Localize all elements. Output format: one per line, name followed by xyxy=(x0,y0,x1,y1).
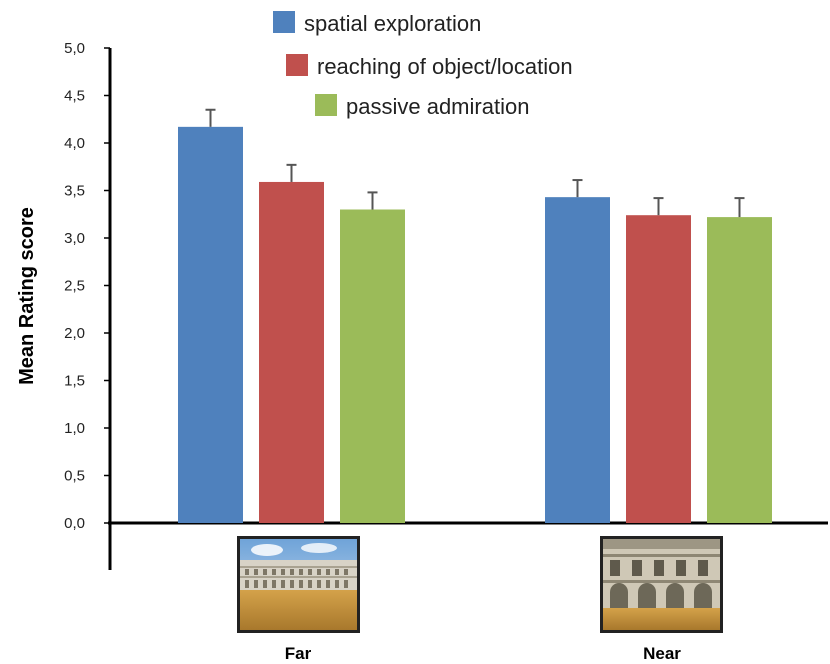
category-label-far: Far xyxy=(285,644,312,663)
y-tick-label: 5,0 xyxy=(64,40,85,57)
bar-far-3 xyxy=(340,209,405,523)
y-tick-label: 3,0 xyxy=(64,230,85,247)
y-tick-label: 1,5 xyxy=(64,373,85,390)
legend-label-2: reaching of object/location xyxy=(317,54,573,79)
legend-label-1: spatial exploration xyxy=(304,11,481,36)
y-tick-label: 4,0 xyxy=(64,135,85,152)
legend: spatial exploration reaching of object/lo… xyxy=(273,11,573,119)
far-scene-image xyxy=(237,536,360,633)
bar-far-2 xyxy=(259,181,324,523)
y-tick-label: 3,5 xyxy=(64,183,85,200)
legend-label-3: passive admiration xyxy=(346,94,529,119)
y-axis-title: Mean Rating score xyxy=(16,207,38,385)
bars xyxy=(178,126,772,523)
y-tick-label: 0,0 xyxy=(64,515,85,532)
bar-near-2 xyxy=(626,215,691,523)
y-tick-label: 2,0 xyxy=(64,325,85,342)
y-axis-ticks: 0,0 0,5 1,0 1,5 2,0 2,5 3,0 3,5 4,0 4,5 5,0 xyxy=(64,40,110,532)
y-tick-label: 0,5 xyxy=(64,468,85,485)
error-bars xyxy=(205,108,745,218)
legend-swatch-1 xyxy=(273,11,295,33)
y-tick-label: 1,0 xyxy=(64,420,85,437)
y-tick-label: 2,5 xyxy=(64,278,85,295)
legend-swatch-2 xyxy=(286,54,308,76)
legend-swatch-3 xyxy=(315,94,337,116)
bar-far-1 xyxy=(178,126,243,523)
y-tick-label: 4,5 xyxy=(64,88,85,105)
category-label-near: Near xyxy=(643,644,681,663)
bar-near-3 xyxy=(707,217,772,523)
bar-near-1 xyxy=(545,197,610,523)
near-scene-image xyxy=(600,536,723,633)
